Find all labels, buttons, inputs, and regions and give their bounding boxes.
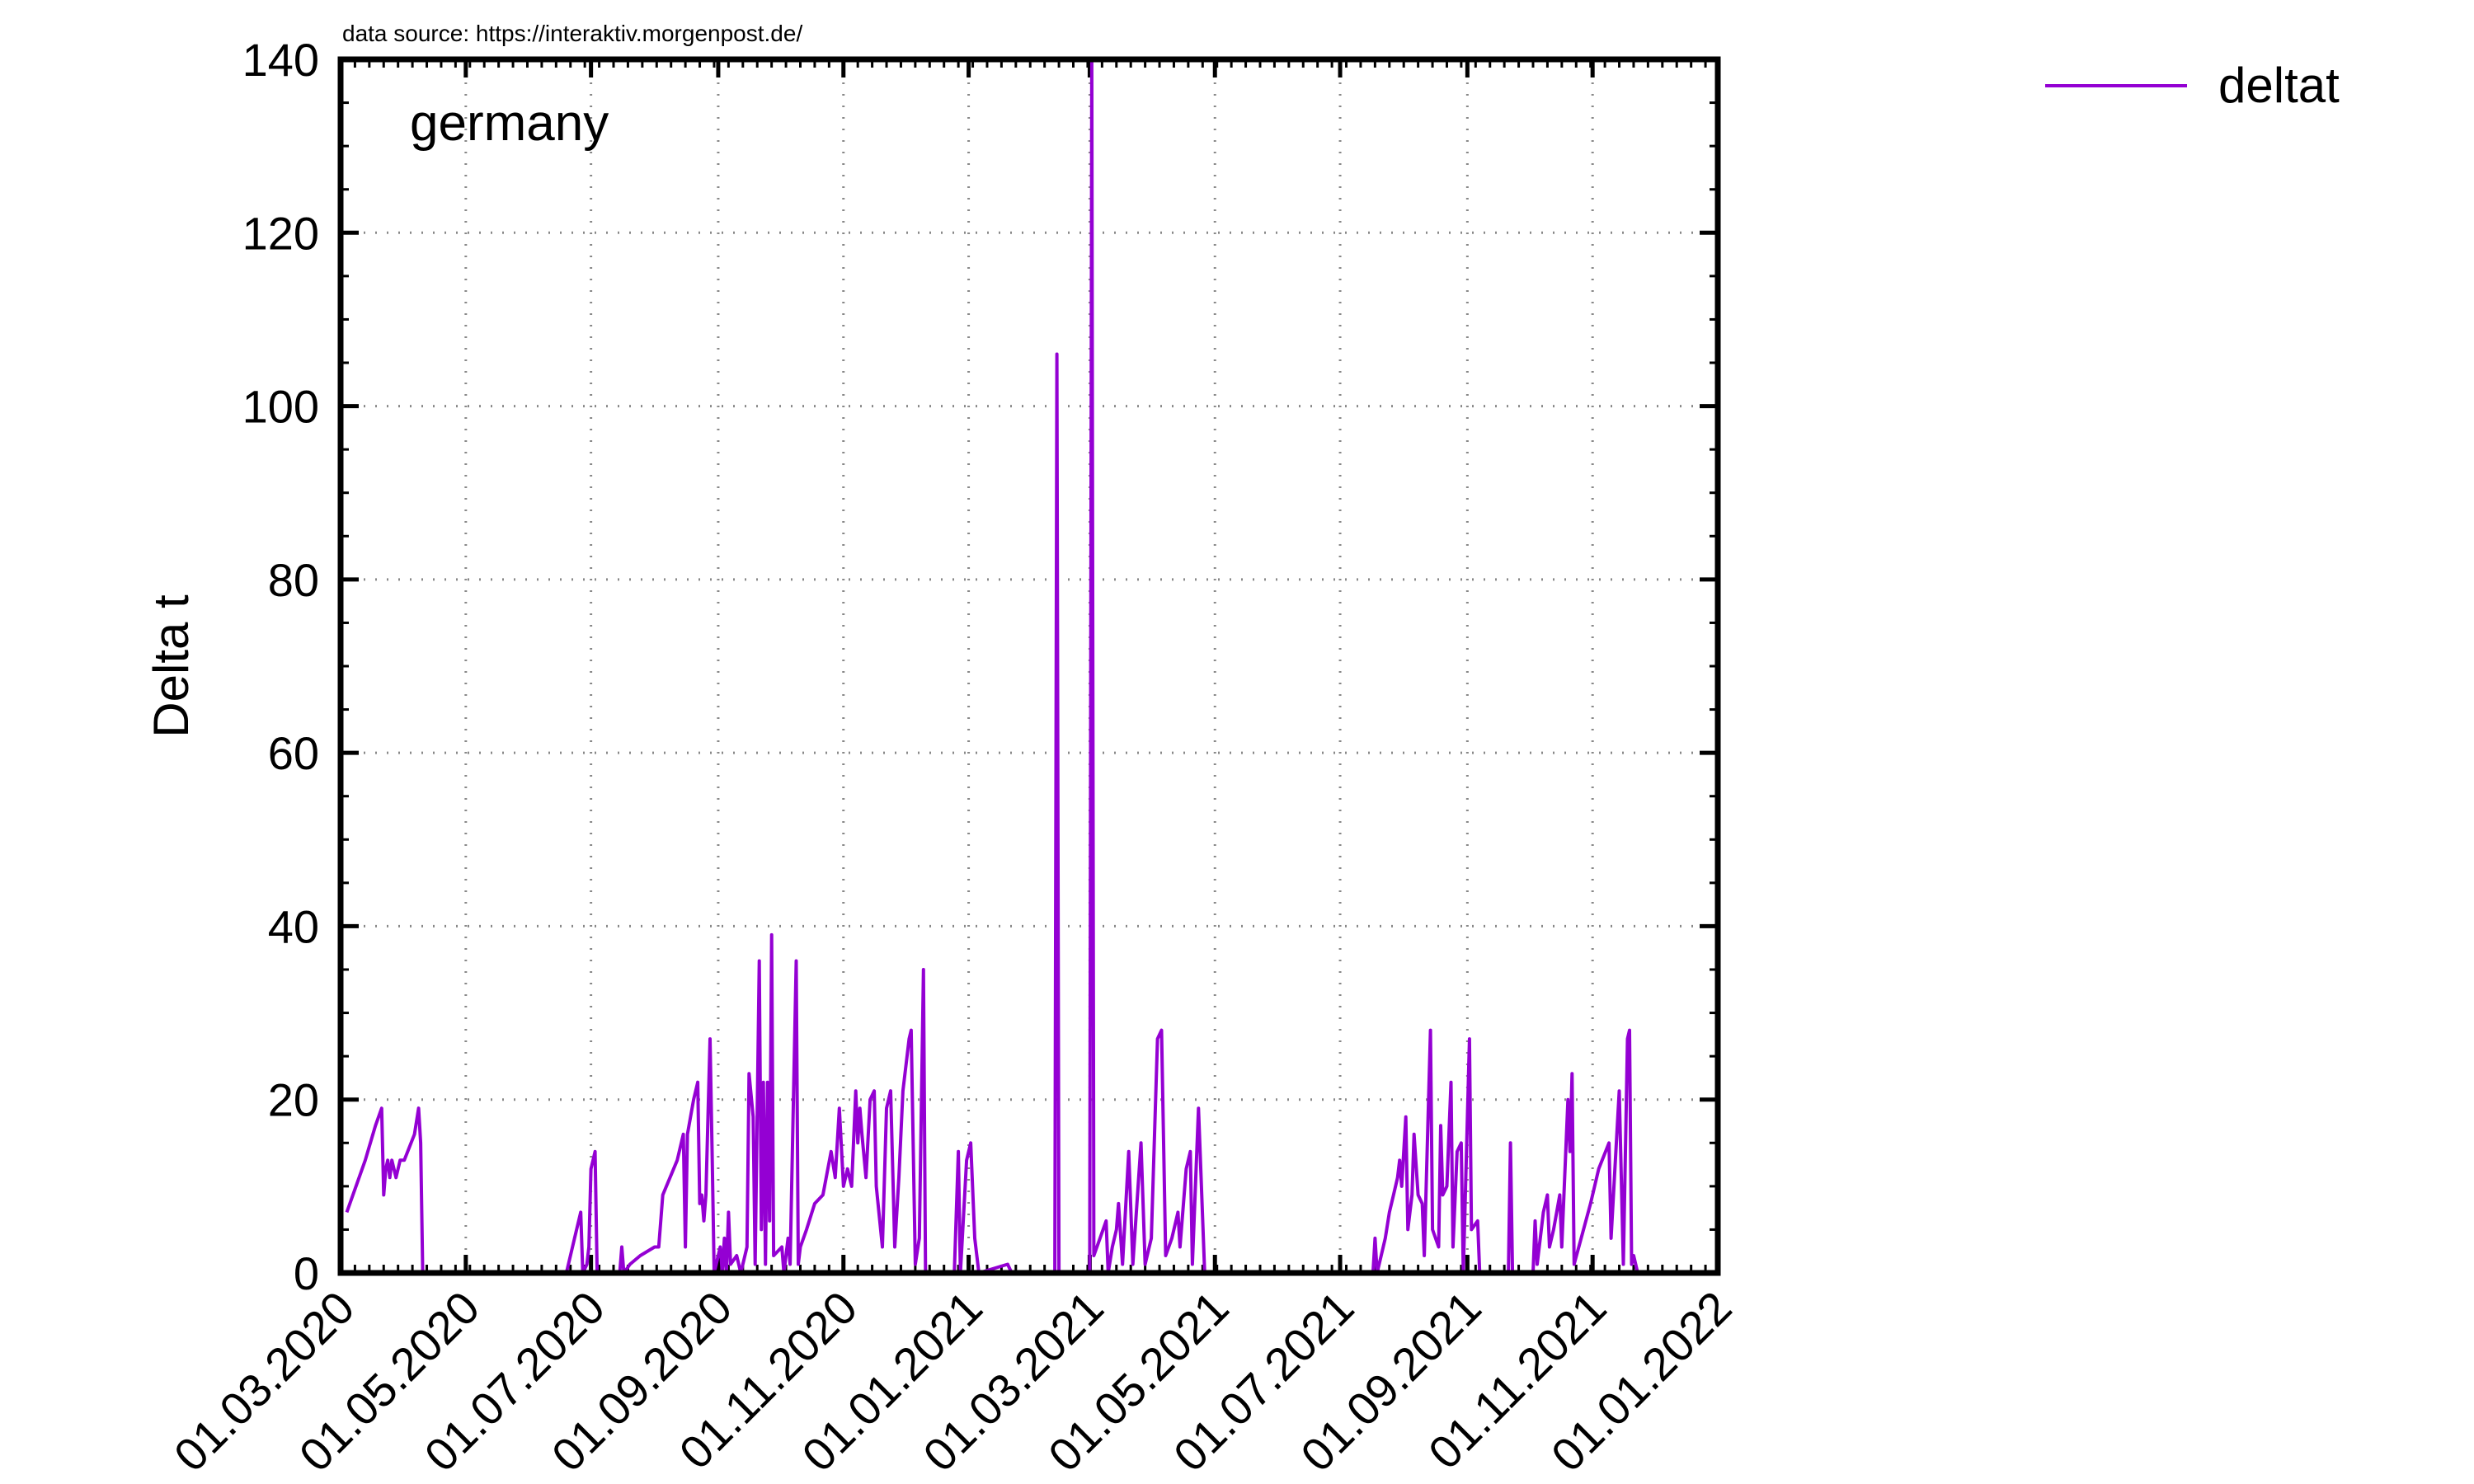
y-tick-label: 80	[268, 554, 319, 606]
y-tick-label: 0	[294, 1247, 319, 1299]
y-tick-label: 120	[242, 207, 319, 259]
chart-annotation: germany	[410, 95, 609, 152]
series-layer	[345, 58, 1639, 1275]
data-source-note: data source: https://interaktiv.morgenpo…	[342, 21, 802, 46]
legend: deltat	[2045, 58, 2340, 113]
plot-frame	[337, 56, 1721, 1276]
y-tick-label: 40	[268, 900, 319, 952]
y-axis-label: Delta t	[143, 594, 199, 738]
y-tick-label: 140	[242, 34, 319, 86]
grid-lines	[341, 59, 1718, 1273]
y-axis: 0 20 40 60 80 100 120 140	[242, 34, 1718, 1299]
y-tick-label: 20	[268, 1074, 319, 1126]
legend-label-deltat: deltat	[2218, 58, 2340, 113]
x-axis: 01.03.202001.05.202001.07.202001.09.2020…	[164, 59, 1741, 1482]
y-tick-label: 60	[268, 727, 319, 779]
y-tick-label: 100	[242, 381, 319, 433]
series-line-deltat	[345, 58, 1639, 1275]
